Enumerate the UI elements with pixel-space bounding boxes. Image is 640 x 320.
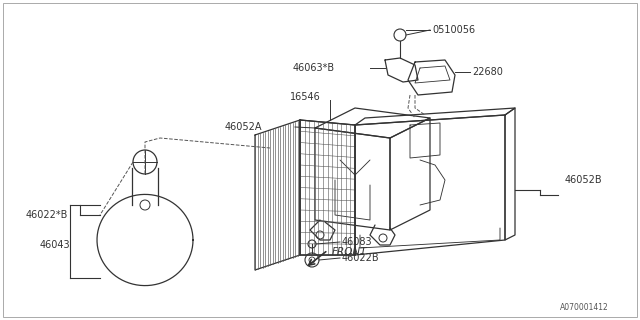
Text: 22680: 22680	[472, 67, 503, 77]
Text: 46083: 46083	[342, 237, 372, 247]
Text: 46022*B: 46022*B	[26, 210, 68, 220]
Text: 46052B: 46052B	[565, 175, 603, 185]
Text: FRONT: FRONT	[332, 247, 367, 257]
Text: A070001412: A070001412	[560, 303, 609, 313]
Text: 16546: 16546	[290, 92, 321, 102]
Text: 46063*B: 46063*B	[293, 63, 335, 73]
Text: 46043: 46043	[40, 240, 70, 250]
Text: 46052A: 46052A	[225, 122, 262, 132]
Text: 0510056: 0510056	[432, 25, 475, 35]
Text: 46022B: 46022B	[342, 253, 380, 263]
